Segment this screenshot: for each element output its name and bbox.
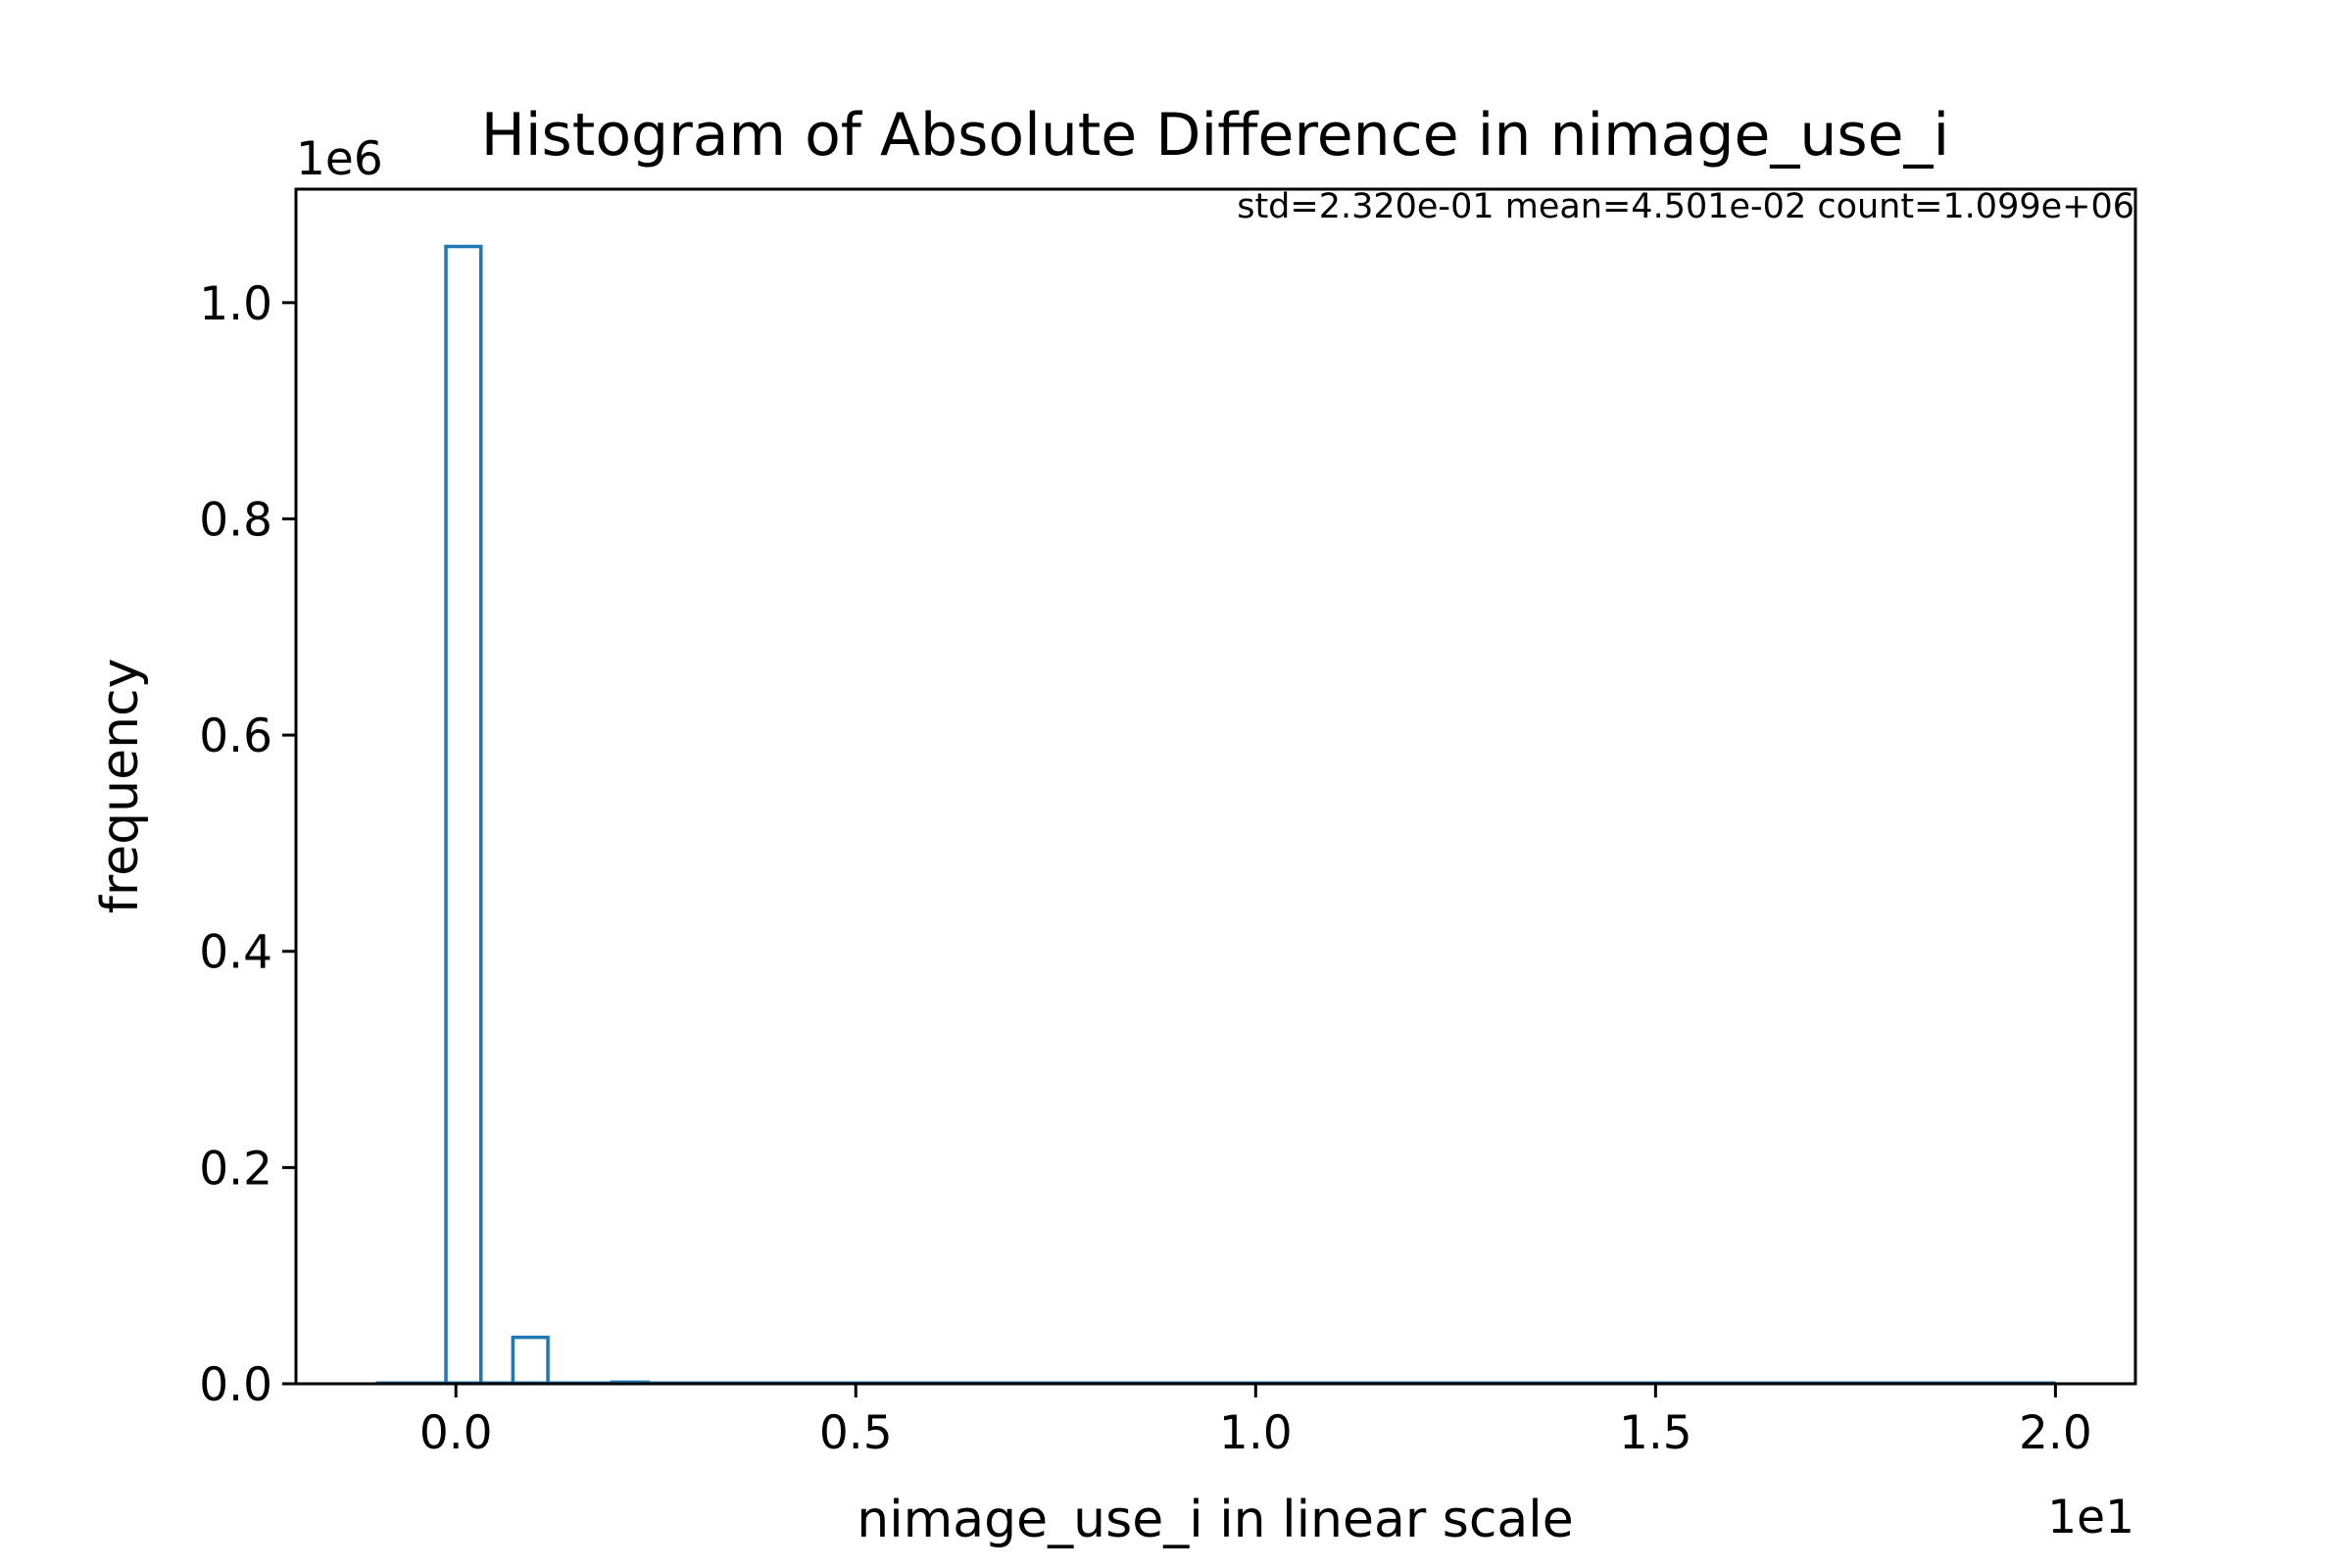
histogram-bar [444, 244, 483, 1384]
x-tick-label: 0.5 [819, 1406, 893, 1460]
y-tick-label: 0.6 [199, 710, 272, 763]
y-tick-label: 0.8 [199, 493, 272, 547]
y-tick-label: 0.0 [199, 1358, 272, 1412]
x-tick-label: 1.5 [1619, 1406, 1692, 1460]
y-tick-label: 1.0 [199, 277, 272, 331]
y-axis-ticks: 0.0 0.2 0.4 0.6 0.8 1.0 [199, 277, 296, 1412]
x-tick-label: 0.0 [419, 1406, 493, 1460]
y-axis-label: frequency [91, 659, 150, 914]
x-axis-label: nimage_use_i in linear scale [857, 1491, 1573, 1549]
y-tick-label: 0.2 [199, 1142, 272, 1196]
x-axis-ticks: 0.0 0.5 1.0 1.5 2.0 [419, 1384, 2092, 1460]
x-tick-label: 2.0 [2019, 1406, 2092, 1460]
chart-title: Histogram of Absolute Difference in nima… [481, 101, 1949, 170]
y-tick-label: 0.4 [199, 926, 272, 980]
x-axis-offset-label: 1e1 [2047, 1491, 2134, 1544]
stats-annotation: std=2.320e-01 mean=4.501e-02 count=1.099… [1237, 187, 2134, 226]
plot-area-frame [294, 187, 2137, 1386]
x-tick-label: 1.0 [1219, 1406, 1293, 1460]
histogram-bar [511, 1335, 550, 1384]
bars-layer [375, 244, 2056, 1385]
y-axis-offset-label: 1e6 [296, 132, 383, 186]
